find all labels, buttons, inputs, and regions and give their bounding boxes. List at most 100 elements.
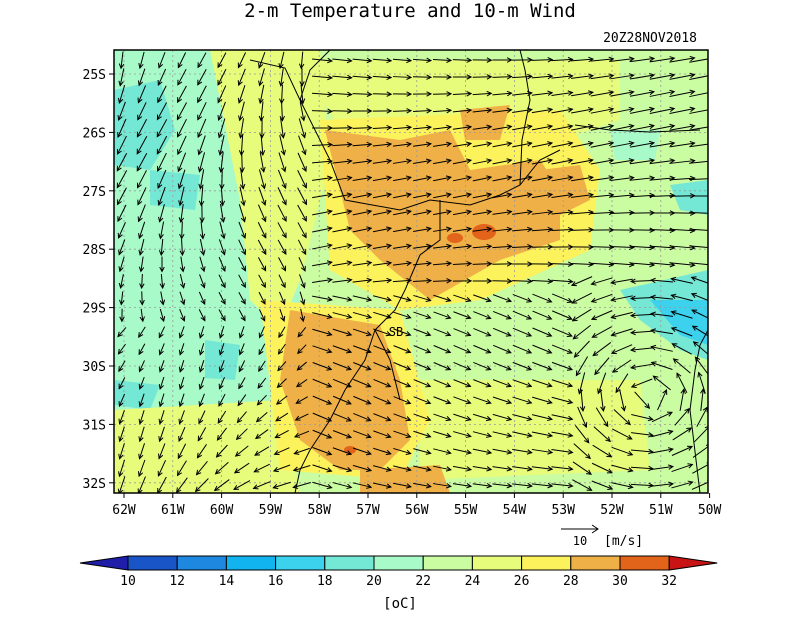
wind-arrow — [136, 153, 148, 172]
wind-arrow — [590, 209, 615, 216]
wind-arrow — [157, 85, 167, 104]
wind-arrow — [472, 141, 493, 148]
wind-arrow — [279, 101, 285, 122]
wind-arrow — [312, 277, 333, 283]
wind-arrow — [352, 74, 373, 81]
wind-arrow — [136, 135, 148, 155]
colorbar-tick-label: 18 — [317, 574, 333, 589]
wind-arrow — [213, 479, 230, 492]
wind-arrow — [551, 344, 573, 354]
wind-arrow — [492, 175, 513, 182]
wind-arrow — [272, 481, 291, 490]
wind-arrow — [392, 91, 413, 97]
wind-arrow — [118, 274, 125, 289]
wind-arrow — [332, 482, 353, 489]
wind-arrow — [413, 192, 432, 199]
wind-arrow — [393, 482, 412, 489]
wind-arrow — [492, 57, 513, 63]
wind-arrow — [176, 102, 188, 121]
wind-arrow — [214, 461, 229, 475]
wind-arrow — [139, 291, 145, 306]
wind-reference-vector: 10 [m/s] — [561, 524, 643, 549]
wind-arrow — [512, 175, 533, 182]
wind-arrow — [531, 414, 554, 422]
wind-arrow — [277, 187, 287, 206]
wind-arrow — [492, 192, 513, 199]
wind-arrow — [492, 243, 513, 250]
wind-arrow — [651, 411, 673, 423]
wind-arrow — [650, 344, 673, 352]
wind-arrow — [512, 327, 533, 337]
wind-arrow — [197, 152, 206, 173]
wind-arrow — [218, 326, 225, 339]
wind-arrow — [696, 406, 708, 427]
wind-arrow — [393, 396, 412, 405]
lon-tick-label: 53W — [551, 503, 575, 518]
wind-arrow — [700, 387, 706, 411]
wind-arrow — [352, 158, 373, 165]
wind-arrow — [512, 379, 533, 388]
wind-arrow — [279, 308, 286, 322]
wind-arrow — [531, 124, 554, 131]
wind-arrow — [218, 291, 226, 305]
wind-arrow — [117, 101, 126, 122]
wind-arrow — [669, 141, 696, 148]
wind-arrow — [669, 158, 696, 164]
wind-arrow — [531, 57, 554, 63]
wind-arrow — [473, 344, 492, 354]
wind-arrow — [669, 106, 696, 114]
wind-arrow — [452, 158, 473, 165]
wind-arrow — [579, 388, 586, 413]
lon-tick-label: 58W — [307, 503, 331, 518]
wind-arrow — [158, 410, 165, 425]
wind-arrow — [531, 261, 554, 267]
wind-arrow — [551, 141, 574, 148]
wind-arrow — [571, 158, 594, 165]
wind-arrow — [532, 327, 553, 337]
wind-arrow — [312, 226, 333, 233]
wind-arrow — [220, 203, 226, 224]
wind-arrow — [259, 118, 265, 139]
colorbar-segment — [619, 555, 670, 571]
wind-arrow — [353, 362, 372, 371]
colorbar-tick-label: 22 — [415, 574, 431, 589]
wind-arrow — [299, 84, 306, 105]
wind-arrow — [531, 482, 554, 489]
wind-arrow — [332, 328, 353, 337]
wind-arrow — [492, 396, 513, 405]
wind-arrow — [512, 209, 533, 215]
wind-arrow — [649, 158, 676, 165]
wind-arrow — [629, 89, 656, 97]
wind-arrow — [258, 274, 266, 289]
wind-arrow — [577, 406, 588, 429]
colorbar-tick-label: 20 — [366, 574, 382, 589]
wind-arrow — [275, 395, 288, 405]
wind-arrow — [373, 430, 392, 439]
wind-arrow — [611, 428, 633, 440]
colorbar-segment — [275, 555, 326, 571]
wind-arrow — [195, 460, 208, 476]
wind-arrow — [178, 426, 186, 442]
wind-arrow — [512, 73, 533, 80]
wind-arrow — [312, 243, 333, 250]
wind-arrow — [453, 294, 472, 303]
wind-arrow — [649, 311, 673, 317]
wind-arrow — [531, 209, 554, 215]
wind-arrow — [238, 257, 246, 272]
wind-arrow — [412, 108, 433, 114]
wind-arrow — [158, 376, 165, 391]
wind-arrow — [452, 74, 473, 80]
wind-arrow — [277, 343, 286, 355]
wind-arrow — [473, 294, 492, 303]
wind-arrow — [295, 396, 308, 404]
wind-arrow — [373, 413, 392, 422]
wind-arrow — [332, 57, 353, 64]
wind-arrow — [629, 278, 654, 285]
wind-arrow — [613, 409, 631, 426]
wind-arrow — [590, 56, 615, 62]
wind-arrow — [138, 393, 145, 408]
colorbar-segment — [373, 555, 424, 571]
wind-arrow — [352, 209, 373, 216]
wind-arrow — [453, 311, 472, 320]
wind-arrow — [278, 257, 287, 272]
